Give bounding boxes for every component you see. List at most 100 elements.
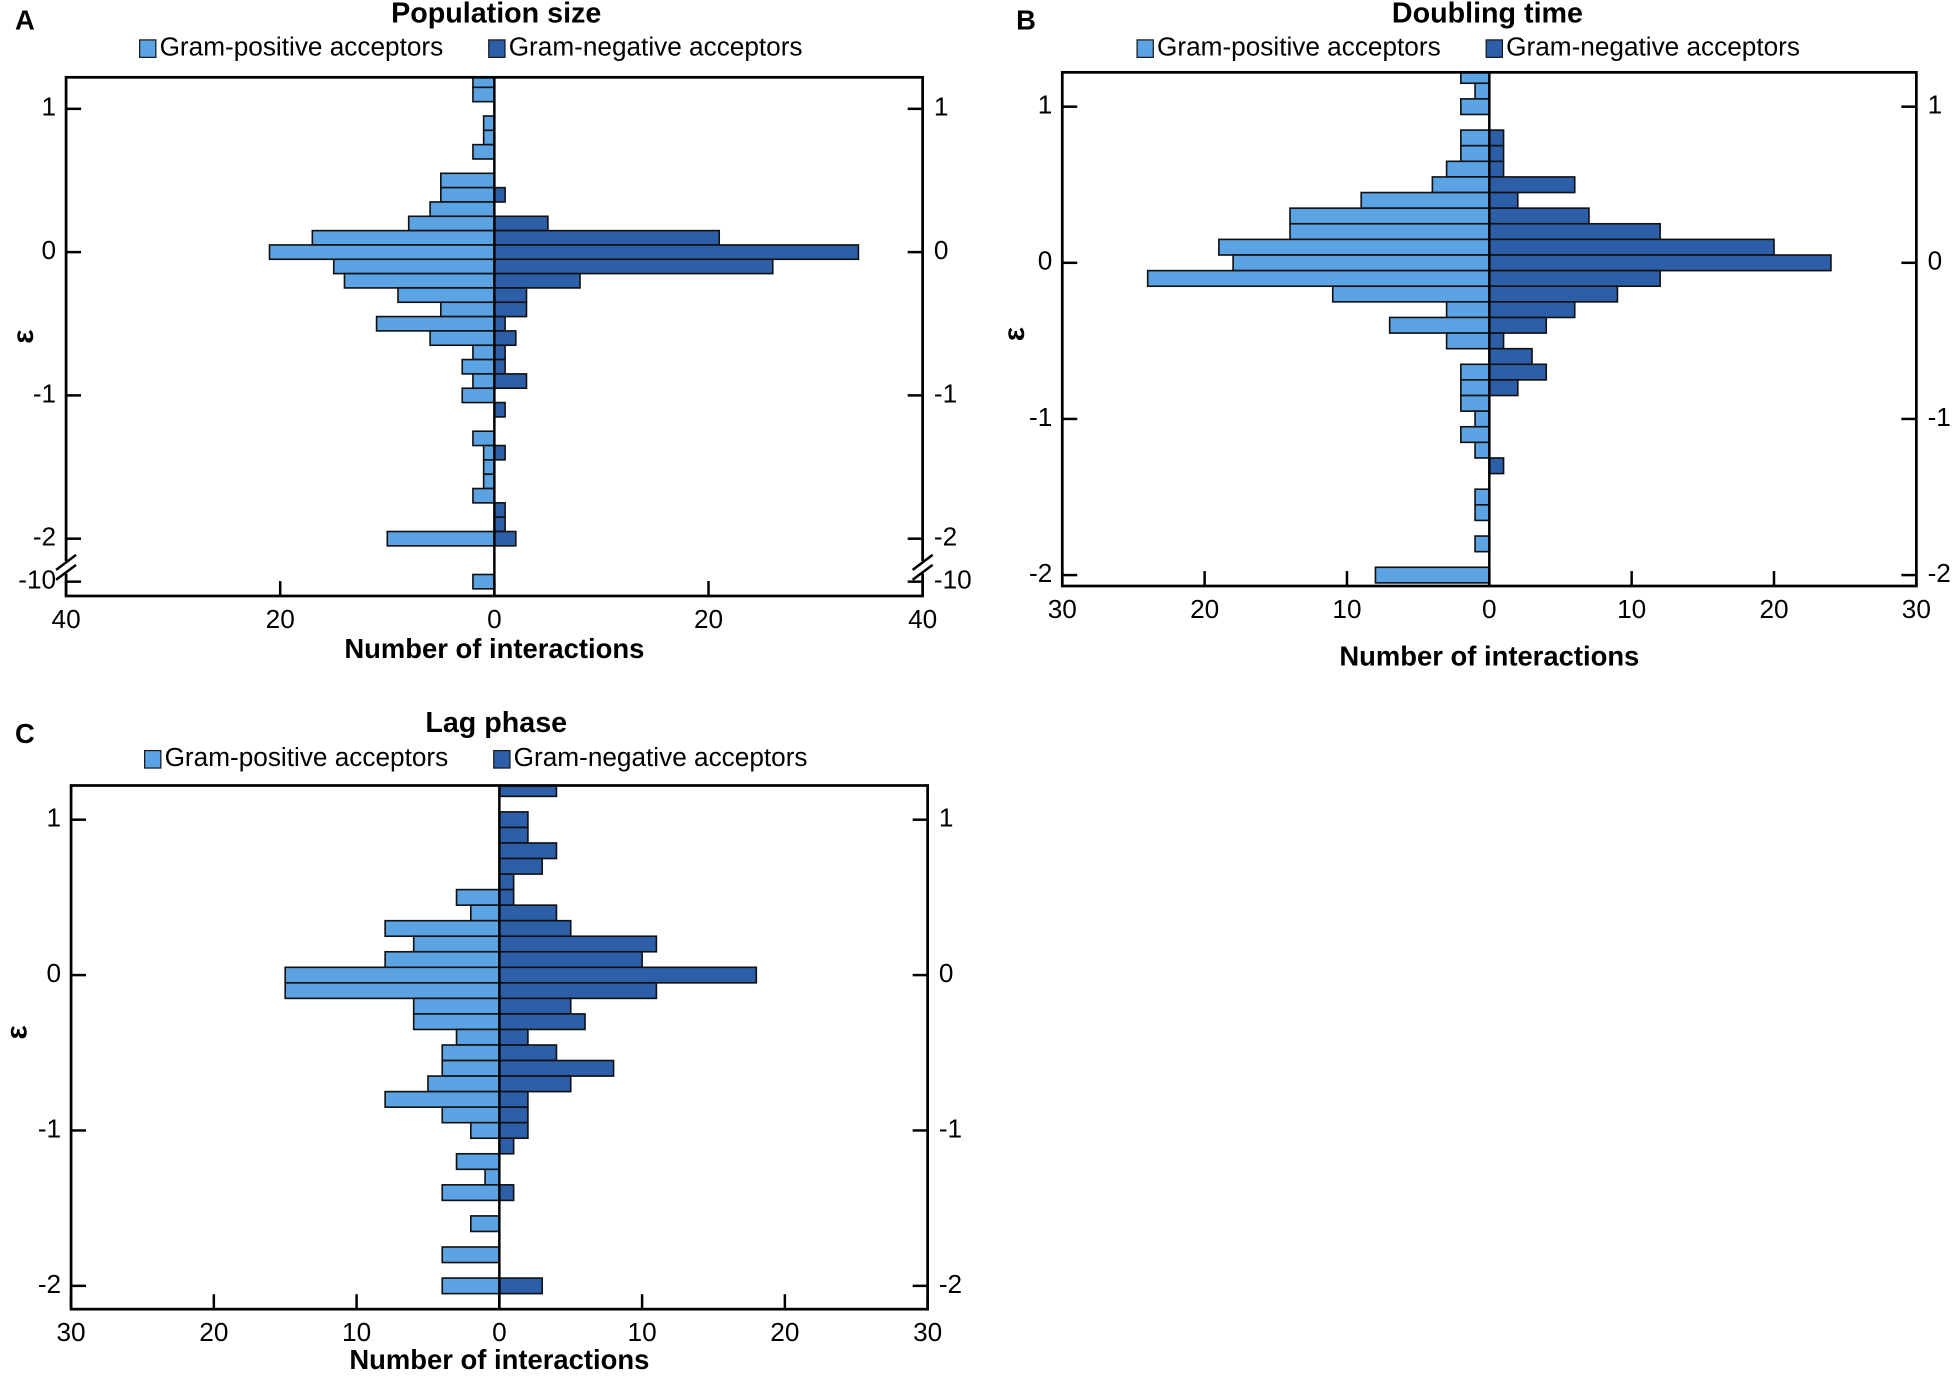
- bar: [469, 1121, 501, 1140]
- bar: [498, 857, 543, 875]
- y-tick-label: 1: [934, 92, 949, 122]
- bar: [493, 373, 528, 390]
- bars: [1146, 72, 1832, 584]
- chart-title: Lag phase: [425, 707, 567, 739]
- bar: [441, 1246, 501, 1264]
- y-tick-label: -2: [939, 1269, 962, 1299]
- panel-letter: C: [15, 718, 35, 749]
- panel-letter: B: [1016, 5, 1036, 36]
- bar: [498, 785, 558, 798]
- y-tick-label: -2: [934, 522, 957, 552]
- bar: [482, 129, 496, 146]
- bars: [284, 785, 758, 1295]
- bar: [1460, 129, 1491, 147]
- bar: [1488, 160, 1505, 178]
- bar: [412, 997, 501, 1015]
- legend-label: Gram-negative acceptors: [1506, 32, 1800, 62]
- y-tick-label: -10: [934, 565, 972, 595]
- x-tick-label: 20: [1190, 594, 1219, 624]
- bar: [461, 387, 496, 404]
- axis-break-mark: [55, 563, 77, 581]
- bar: [384, 1090, 501, 1108]
- chart-title: Population size: [391, 0, 601, 30]
- axis-break-mark: [911, 563, 934, 581]
- x-tick-label: 30: [913, 1317, 942, 1347]
- bar: [1474, 410, 1491, 428]
- bar: [498, 811, 529, 829]
- panel-letter: A: [15, 5, 35, 36]
- bar: [498, 826, 529, 844]
- bar: [1431, 176, 1491, 194]
- bar: [498, 1028, 529, 1046]
- y-tick-label: 1: [1038, 90, 1053, 120]
- bar: [1146, 269, 1491, 288]
- bar: [493, 401, 506, 418]
- bar: [498, 1090, 529, 1108]
- bar: [455, 1028, 501, 1046]
- y-tick-label: -1: [934, 378, 957, 408]
- bar: [284, 982, 501, 1000]
- bar: [498, 919, 572, 938]
- bar: [1289, 207, 1491, 225]
- bar: [1445, 301, 1491, 319]
- y-tick-label: -1: [1029, 402, 1052, 432]
- y-tick-label: -2: [1029, 558, 1052, 588]
- legend-swatch: [139, 39, 157, 58]
- y-tick-label: 0: [939, 958, 954, 988]
- bar: [493, 244, 860, 261]
- bar: [1474, 441, 1491, 459]
- bar: [493, 301, 528, 318]
- bar: [1474, 488, 1491, 506]
- y-tick-label: -1: [1928, 402, 1951, 432]
- bar: [407, 215, 496, 232]
- x-tick-label: 10: [342, 1317, 371, 1347]
- bar: [493, 502, 506, 518]
- bar: [397, 287, 496, 304]
- y-axis-label: ε: [7, 330, 40, 344]
- bar: [1460, 394, 1491, 412]
- bar: [386, 530, 496, 547]
- bar: [1488, 301, 1576, 319]
- bar: [493, 315, 506, 332]
- bar: [498, 904, 558, 922]
- bar: [1445, 332, 1491, 350]
- bar: [472, 77, 496, 89]
- y-tick-label: -2: [33, 522, 56, 552]
- bar: [482, 459, 496, 476]
- x-tick-label: 0: [492, 1317, 507, 1347]
- bar: [1488, 176, 1576, 194]
- bar: [498, 842, 558, 860]
- bar: [472, 373, 496, 390]
- bar: [440, 186, 496, 203]
- bar: [498, 997, 572, 1015]
- bar: [1474, 82, 1491, 100]
- bar: [1460, 72, 1491, 85]
- legend-swatch: [1136, 39, 1154, 58]
- bar: [455, 888, 501, 906]
- bar: [1460, 98, 1491, 116]
- bar: [1331, 285, 1491, 303]
- bar: [1460, 144, 1491, 163]
- y-axis-label: ε: [998, 327, 1031, 341]
- bar: [441, 1184, 501, 1202]
- bar: [498, 873, 515, 891]
- x-axis-label: Number of interactions: [344, 633, 644, 664]
- y-tick-label: -1: [939, 1113, 962, 1143]
- bar: [1488, 191, 1519, 209]
- bar: [498, 1277, 543, 1295]
- bar: [1488, 457, 1505, 475]
- y-tick-label: 0: [47, 958, 62, 988]
- bar: [1488, 269, 1661, 288]
- bar: [1488, 222, 1661, 241]
- bar: [498, 966, 758, 984]
- legend-label: Gram-positive acceptors: [165, 742, 449, 772]
- bar: [332, 258, 496, 275]
- y-tick-label: 1: [42, 92, 57, 122]
- bar: [498, 1184, 515, 1202]
- x-tick-label: 20: [1759, 594, 1788, 624]
- bar: [482, 473, 496, 490]
- bar: [472, 344, 496, 361]
- bar: [268, 244, 496, 261]
- bar: [1289, 222, 1491, 241]
- legend-label: Gram-negative acceptors: [514, 742, 808, 772]
